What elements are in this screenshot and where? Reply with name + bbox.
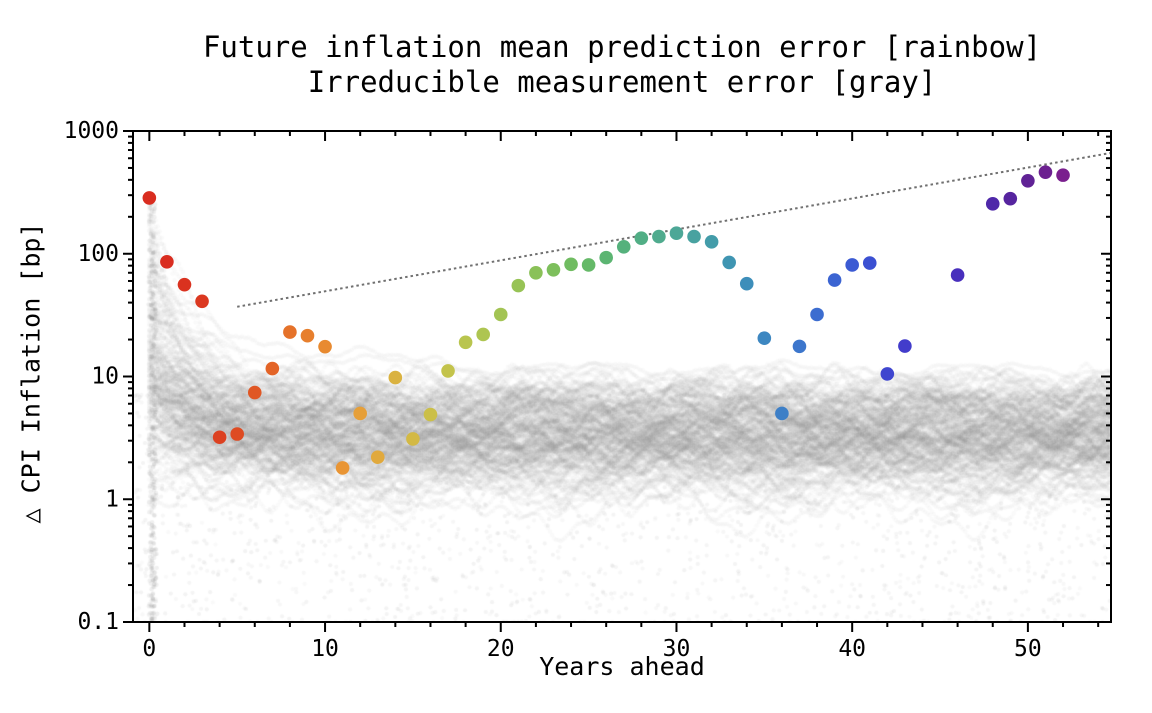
rainbow-point-year-14	[388, 370, 403, 385]
rainbow-point-year-36	[775, 406, 789, 421]
rainbow-point-year-40	[845, 258, 859, 272]
rainbow-point-year-12	[353, 406, 367, 421]
rainbow-point-year-21	[511, 278, 526, 293]
rainbow-point-year-23	[546, 263, 561, 277]
rainbow-point-year-39	[827, 273, 842, 287]
rainbow-point-year-38	[810, 307, 824, 322]
rainbow-point-year-1	[160, 254, 174, 269]
rainbow-point-year-7	[265, 361, 280, 376]
rainbow-point-year-51	[1038, 165, 1053, 179]
rainbow-point-year-6	[247, 385, 262, 400]
x-tick-label: 30	[663, 636, 691, 662]
rainbow-point-year-29	[652, 229, 666, 244]
chart-title-line2: Irreducible measurement error [gray]	[307, 65, 937, 99]
rainbow-point-year-37	[792, 339, 807, 354]
rainbow-point-year-20	[493, 307, 508, 322]
rainbow-point-year-50	[1021, 173, 1035, 188]
rainbow-point-year-49	[1003, 191, 1018, 206]
x-tick-label: 0	[142, 636, 156, 662]
y-tick-label: 0.1	[77, 609, 119, 635]
x-tick-label: 50	[1014, 636, 1042, 662]
rainbow-point-year-35	[757, 331, 772, 346]
y-tick-label: 1000	[64, 118, 119, 144]
rainbow-point-year-19	[476, 327, 490, 342]
rainbow-point-year-0	[142, 191, 157, 205]
rainbow-point-year-30	[669, 226, 684, 241]
x-tick-label: 20	[487, 636, 515, 662]
y-tick-label: 100	[77, 241, 119, 267]
rainbow-point-year-10	[318, 339, 332, 354]
rainbow-point-year-43	[898, 339, 912, 353]
rainbow-point-year-34	[739, 276, 754, 291]
chart-title-line1: Future inflation mean prediction error […	[202, 30, 1042, 64]
rainbow-point-year-5	[230, 427, 244, 441]
rainbow-point-year-52	[1056, 168, 1070, 182]
rainbow-point-year-16	[423, 407, 438, 422]
plot-frame	[132, 130, 1112, 623]
rainbow-point-year-17	[441, 364, 455, 378]
rainbow-point-year-28	[634, 231, 649, 245]
rainbow-point-year-22	[529, 265, 543, 280]
rainbow-point-year-9	[300, 328, 315, 343]
rainbow-point-year-11	[335, 461, 350, 475]
rainbow-point-year-4	[212, 430, 227, 445]
y-tick-label: 1	[105, 486, 119, 512]
rainbow-point-year-33	[722, 255, 736, 270]
x-axis-label: Years ahead	[539, 652, 705, 681]
rainbow-point-year-8	[283, 325, 297, 339]
x-tick-label: 10	[311, 636, 339, 662]
rainbow-point-year-15	[406, 432, 420, 446]
rainbow-point-year-26	[599, 250, 613, 265]
rainbow-point-year-32	[704, 235, 719, 249]
rainbow-point-year-2	[177, 277, 192, 292]
x-tick-label: 40	[838, 636, 866, 662]
rainbow-point-year-18	[458, 335, 473, 350]
rainbow-point-year-27	[616, 239, 631, 254]
rainbow-point-year-31	[687, 229, 701, 244]
rainbow-point-year-25	[581, 258, 596, 272]
rainbow-point-year-48	[985, 197, 1000, 211]
reference-dotted-line	[237, 151, 1112, 308]
rainbow-point-year-24	[564, 257, 578, 272]
rainbow-point-year-42	[880, 367, 895, 381]
rainbow-point-year-46	[950, 268, 965, 282]
rainbow-point-year-41	[862, 256, 877, 270]
y-axis-label: △ CPI Inflation [bp]	[16, 222, 46, 524]
rainbow-point-year-3	[195, 294, 209, 309]
rainbow-point-year-13	[370, 450, 385, 465]
y-tick-label: 10	[91, 364, 119, 390]
